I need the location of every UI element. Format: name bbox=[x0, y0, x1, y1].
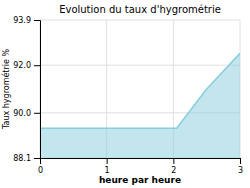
x-tick: 2 bbox=[171, 158, 176, 175]
line bbox=[40, 53, 240, 128]
tick-label: 92.0 bbox=[13, 61, 31, 70]
y-axis-line bbox=[34, 21, 41, 159]
grid bbox=[40, 20, 240, 158]
tick-label: 90.0 bbox=[13, 109, 31, 118]
y-axis-title: Taux hygrométrie % bbox=[1, 49, 11, 131]
tick-mark bbox=[173, 158, 174, 164]
y-axis: 88.1 90.0 92.0 93.9 bbox=[13, 16, 40, 163]
y-tick: 88.1 bbox=[13, 154, 40, 163]
tick-label: 2 bbox=[171, 166, 176, 175]
x-tick: 1 bbox=[105, 158, 110, 175]
tick-mark bbox=[34, 158, 40, 159]
tick-mark bbox=[34, 65, 40, 66]
chart: 0 1 2 3 88.1 90.0 92.0 93.9 Evolution du taux d'… bbox=[0, 0, 250, 188]
x-axis: 0 1 2 3 bbox=[38, 158, 243, 175]
grid-line bbox=[40, 65, 240, 66]
tick-label: 1 bbox=[105, 166, 110, 175]
tick-label: 0 bbox=[38, 166, 43, 175]
title: Evolution du taux d'hygrométrie bbox=[59, 4, 221, 15]
y-tick: 90.0 bbox=[13, 109, 40, 118]
tick-mark bbox=[240, 158, 241, 164]
tick-mark bbox=[34, 113, 40, 114]
x-tick: 0 bbox=[38, 158, 43, 175]
y-tick: 93.9 bbox=[13, 16, 40, 25]
y-tick: 92.0 bbox=[13, 61, 40, 70]
tick-mark bbox=[107, 158, 108, 164]
marks bbox=[40, 53, 240, 158]
plot: 0 1 2 3 88.1 90.0 92.0 93.9 bbox=[13, 16, 243, 175]
x-axis-title: heure par heure bbox=[99, 175, 181, 185]
area bbox=[40, 53, 240, 158]
tick-mark bbox=[34, 20, 40, 21]
tick-label: 3 bbox=[238, 166, 243, 175]
tick-label: 93.9 bbox=[13, 16, 31, 25]
x-axis-line bbox=[41, 159, 241, 165]
x-tick: 3 bbox=[238, 158, 243, 175]
tick-label: 88.1 bbox=[13, 154, 31, 163]
grid-line bbox=[40, 20, 240, 21]
